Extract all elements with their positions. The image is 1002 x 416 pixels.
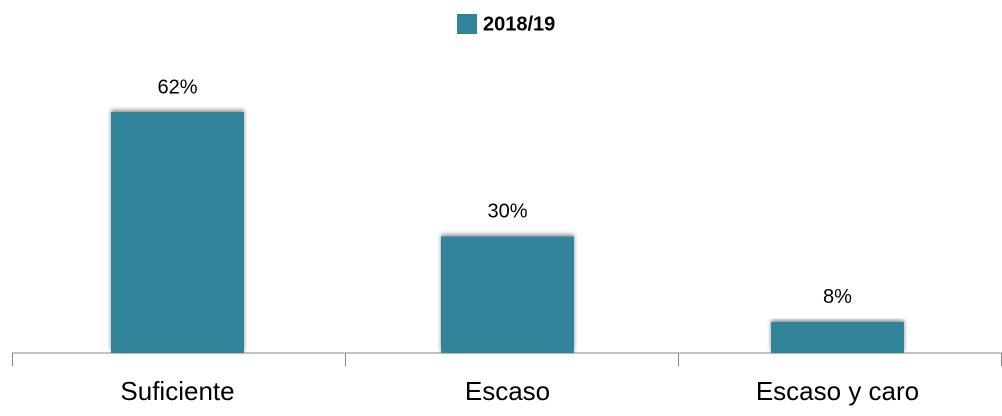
value-label: 62% <box>157 76 197 98</box>
value-label: 8% <box>823 286 852 308</box>
x-tick-label: Escaso y caro <box>756 376 919 406</box>
x-tick-label: Suficiente <box>120 376 234 406</box>
bar <box>111 112 244 353</box>
value-label: 30% <box>487 201 527 223</box>
x-tick-label: Escaso <box>465 376 550 406</box>
bar <box>771 321 904 353</box>
bar <box>441 236 574 353</box>
legend-label: 2018/19 <box>483 13 555 35</box>
legend-swatch <box>457 14 477 34</box>
